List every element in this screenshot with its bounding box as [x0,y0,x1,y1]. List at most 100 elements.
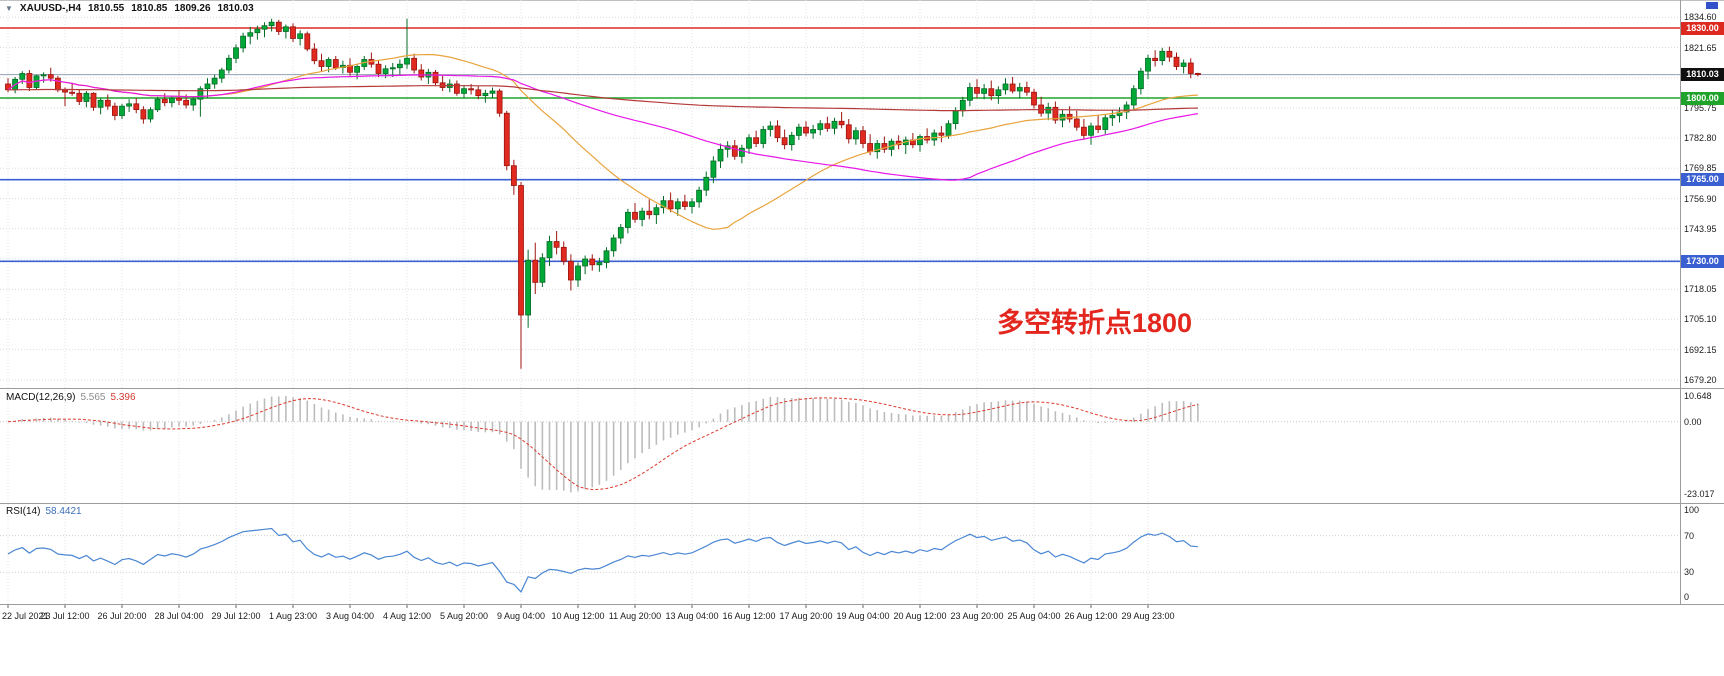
candle [97,99,104,108]
candle [297,33,304,39]
macd-title: MACD(12,26,9) [6,392,76,403]
candle [803,126,809,134]
candle [731,145,738,157]
candle [1123,104,1130,113]
candle [568,260,574,281]
candle [710,160,717,178]
candle [667,200,674,210]
candle [418,69,425,78]
candle [55,77,61,91]
candle [788,134,795,146]
candle [104,99,111,107]
candle [204,83,211,90]
candle [1016,87,1023,92]
time-axis-label: 9 Aug 04:00 [496,611,546,621]
candle [354,66,361,73]
candle [168,97,175,104]
candle [126,103,132,107]
macd-main-value: 5.565 [80,392,106,403]
price-axis-label: 1834.60 [1684,12,1717,23]
candle [176,97,182,101]
candle [575,265,581,281]
price-axis-label: 1756.90 [1684,193,1717,204]
candle [546,241,553,259]
ma-long-darkred [8,85,1198,112]
candle [660,200,667,209]
candle [254,28,261,34]
candle [1088,125,1094,136]
time-axis-label: 11 Aug 20:00 [608,611,662,621]
candle [268,21,275,27]
candle [632,211,638,220]
candle [489,90,496,94]
candle [40,74,47,77]
candle [461,88,467,94]
price-axis-label: 1743.95 [1684,223,1717,234]
rsi-title: RSI(14) [6,506,41,517]
candle [653,207,660,216]
candle [539,257,546,283]
time-axis-label: 26 Aug 12:00 [1064,611,1118,621]
candle [532,259,539,283]
time-axis-label: 23 Jul 12:00 [40,611,90,621]
candle [190,98,197,106]
candle [1009,83,1016,92]
candle [625,211,631,228]
high-value: 1810.85 [131,3,168,14]
candle [47,74,54,79]
time-axis-label: 10 Aug 12:00 [551,611,605,621]
macd-indicator-label: MACD(12,26,9) 5.565 5.396 [6,392,141,403]
candle [1145,57,1151,72]
candle [995,89,1002,97]
candle [282,26,289,32]
macd-axis-label: 10.648 [1684,391,1712,401]
candle [945,123,952,136]
rsi-value: 58.4421 [45,506,82,517]
candle [917,136,923,146]
price-tag-1830.00: 1830.00 [1681,21,1724,35]
candle [817,123,824,130]
candle [988,88,995,97]
macd-axis-label: 0.00 [1684,416,1702,427]
candle [382,68,389,74]
time-axis-label: 25 Aug 04:00 [1007,611,1061,621]
candle [767,125,774,130]
candle [1152,57,1158,61]
candle [1073,118,1080,128]
price-tag-1810.03: 1810.03 [1681,68,1724,82]
candle [133,103,140,111]
candle [147,109,154,120]
candle [183,99,190,106]
time-axis-label: 26 Jul 20:00 [97,611,147,621]
candle [211,77,218,85]
open-value: 1810.55 [88,3,125,14]
candle [853,130,859,140]
candle [197,88,204,100]
price-tag-1730.00: 1730.00 [1681,254,1724,268]
macd-signal-line [7,397,1199,491]
candle [411,57,418,71]
rsi-line [7,527,1198,593]
candle [796,126,802,136]
candle [1102,117,1109,130]
candle [739,147,745,157]
candle [774,125,781,139]
candle [781,137,788,146]
candle [518,185,524,316]
candle [503,112,510,167]
low-value: 1809.26 [174,3,211,14]
candle [967,87,973,101]
rsi-axis-label: 70 [1684,530,1695,541]
candle [318,60,325,67]
candle [746,137,752,149]
one-click-trading-toggle-icon[interactable]: ▼ [5,4,13,13]
scale-corner-indicator [1706,2,1718,9]
candle [325,59,332,67]
candle [1059,113,1066,121]
candle [496,90,503,114]
candle [860,130,866,144]
ma-fast-orange [7,53,1198,230]
annotation-text[interactable]: 多空转折点1800 [997,308,1193,338]
